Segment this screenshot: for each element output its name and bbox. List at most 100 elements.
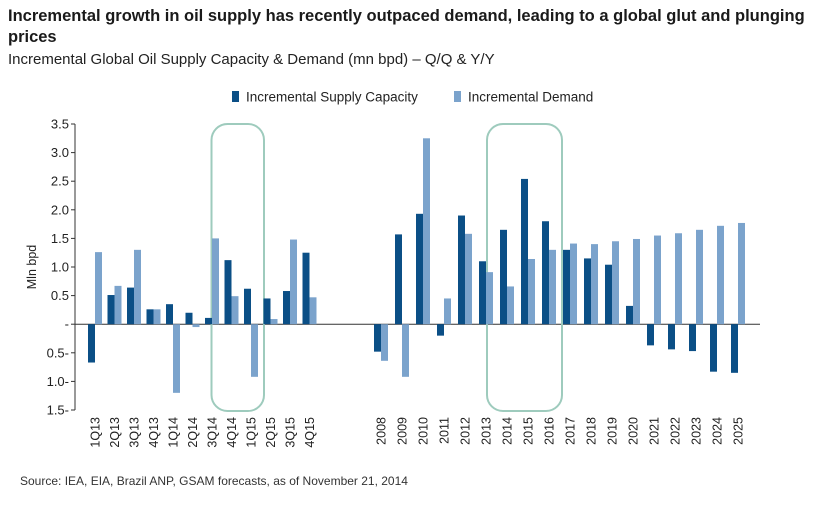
supply-bar <box>416 213 423 325</box>
supply-bar <box>437 324 444 336</box>
y-tick-label: - <box>65 317 69 332</box>
chart-subtitle: Incremental Global Oil Supply Capacity &… <box>8 51 495 68</box>
demand-bar <box>173 324 180 393</box>
highlight-frame <box>486 123 563 412</box>
y-tick-label: 1.5 <box>51 231 69 246</box>
x-tick-label: 2024 <box>711 417 725 445</box>
x-tick-label: 2Q14 <box>186 417 200 448</box>
legend-label-supply: Incremental Supply Capacity <box>246 90 418 105</box>
highlight-frame <box>210 123 265 412</box>
demand-bar <box>251 324 258 377</box>
supply-bar <box>205 317 212 325</box>
x-tick-label: 4Q15 <box>303 417 317 448</box>
demand-bar <box>570 243 577 325</box>
x-tick-label: 2025 <box>732 417 746 445</box>
supply-bar <box>689 324 696 352</box>
demand-bar <box>423 138 430 325</box>
demand-bar <box>95 252 102 325</box>
x-tick-label: 2020 <box>627 417 641 445</box>
demand-bar <box>134 249 141 325</box>
supply-bar <box>521 178 528 325</box>
supply-bar <box>302 252 310 325</box>
demand-bar <box>290 239 297 325</box>
highlight-frames <box>210 123 563 412</box>
demand-bar <box>212 238 219 325</box>
demand-bar <box>507 286 514 325</box>
demand-bar <box>549 249 556 325</box>
y-tick-label: 2.0 <box>51 202 69 217</box>
demand-bar <box>675 233 682 325</box>
chart-title: Incremental growth in oil supply has rec… <box>8 7 805 46</box>
y-tick-label: 1.0 <box>51 260 69 275</box>
supply-bar <box>395 234 402 325</box>
demand-bar <box>465 233 472 325</box>
supply-bar <box>166 304 173 325</box>
x-tick-label: 2021 <box>648 417 662 445</box>
demand-bar <box>612 241 619 325</box>
legend-swatch-supply <box>232 91 239 102</box>
x-tick-label: 2Q13 <box>108 417 122 448</box>
demand-bar <box>231 296 239 325</box>
supply-bar <box>224 260 232 325</box>
y-tick-label: 0.5 <box>51 288 69 303</box>
x-tick-label: 3Q15 <box>284 417 298 448</box>
demand-bar <box>114 285 122 325</box>
supply-bar <box>710 324 717 372</box>
demand-bar <box>696 229 703 325</box>
legend-swatch-demand <box>454 91 461 102</box>
legend-label-demand: Incremental Demand <box>468 90 593 105</box>
x-tick-label: 3Q13 <box>128 417 142 448</box>
demand-bar <box>444 298 451 325</box>
supply-bar <box>647 324 654 346</box>
x-axis-labels: 1Q13 2Q13 3Q13 4Q13 1Q14 2Q14 3Q14 4Q14 1Q15 2Q15… <box>89 417 746 448</box>
demand-bar <box>654 235 661 325</box>
supply-bar <box>244 288 251 325</box>
x-tick-label: 2Q15 <box>264 417 278 448</box>
demand-bar <box>192 324 200 328</box>
x-tick-label: 1Q15 <box>245 417 259 448</box>
source-note: Source: IEA, EIA, Brazil ANP, GSAM forec… <box>20 474 408 488</box>
supply-bar <box>185 312 193 325</box>
x-tick-label: 4Q14 <box>225 417 239 448</box>
supply-bar <box>374 324 381 352</box>
x-tick-label: 2013 <box>480 417 494 445</box>
x-tick-label: 2011 <box>438 417 452 444</box>
demand-bar <box>528 258 535 325</box>
supply-bar <box>479 261 486 325</box>
x-tick-label: 2015 <box>522 417 536 445</box>
x-tick-label: 1Q13 <box>89 417 103 448</box>
supply-bar <box>563 249 570 325</box>
y-tick-label: 2.5 <box>51 174 69 189</box>
supply-bar <box>668 324 675 350</box>
x-tick-label: 2019 <box>606 417 620 445</box>
supply-bar <box>542 221 549 325</box>
bars <box>88 138 745 393</box>
demand-bar <box>309 297 317 325</box>
demand-bar <box>486 272 493 325</box>
demand-bar <box>402 324 409 377</box>
x-tick-label: 2016 <box>543 417 557 445</box>
supply-bar <box>283 291 290 325</box>
supply-bar <box>458 215 465 325</box>
x-tick-label: 1Q14 <box>167 417 181 448</box>
demand-bar <box>633 238 640 325</box>
demand-bar <box>381 324 388 361</box>
supply-bar <box>88 324 95 363</box>
x-tick-label: 2010 <box>417 417 431 445</box>
x-tick-label: 2009 <box>396 417 410 445</box>
y-tick-label: 3.5 <box>51 117 69 132</box>
x-tick-label: 2014 <box>501 417 515 445</box>
demand-bar <box>738 222 745 325</box>
axes: 3.53.02.52.01.51.00.5-0.5-1.0-1.5-Mln bp… <box>25 117 760 418</box>
y-tick-label: 3.0 <box>51 145 69 160</box>
x-tick-label: 2023 <box>690 417 704 445</box>
y-tick-label: 1.5- <box>47 403 69 418</box>
x-tick-label: 2008 <box>375 417 389 445</box>
supply-bar <box>500 229 507 325</box>
supply-bar <box>263 298 271 325</box>
supply-bar <box>146 309 154 325</box>
legend: Incremental Supply Capacity Incremental D… <box>232 90 593 105</box>
demand-bar <box>591 244 598 325</box>
y-tick-label: 0.5- <box>47 345 69 360</box>
